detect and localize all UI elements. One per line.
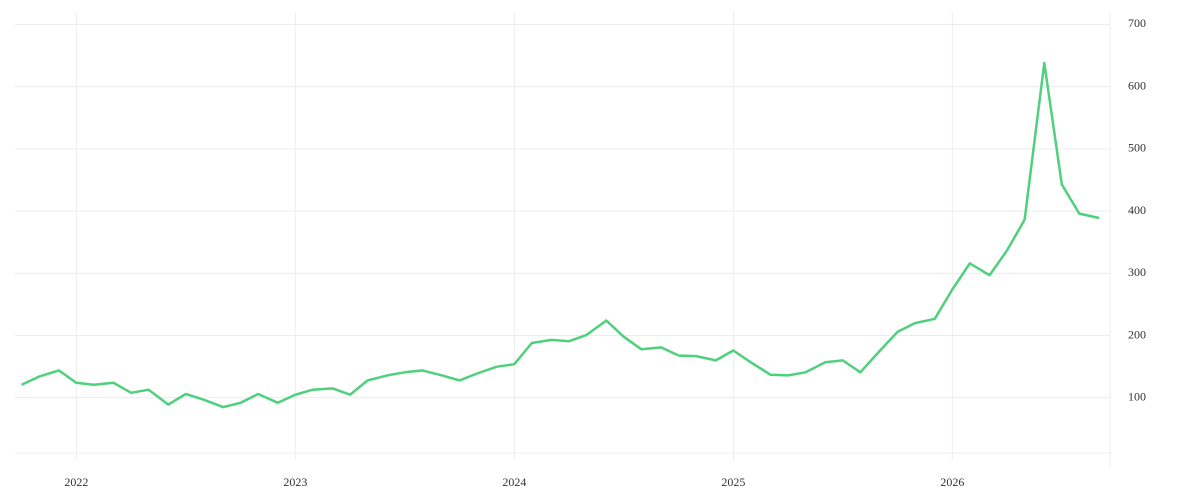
y-tick-label: 100 [1128,390,1146,404]
y-tick-label: 600 [1128,78,1146,92]
x-tick-label: 2025 [721,475,745,489]
x-tick-label: 2026 [940,475,964,489]
data-line [21,61,1100,409]
x-tick-label: 2024 [502,475,526,489]
y-tick-label: 700 [1128,16,1146,30]
y-tick-label: 500 [1128,141,1146,155]
y-tick-label: 400 [1128,203,1146,217]
y-tick-label: 300 [1128,265,1146,279]
y-tick-label: 200 [1128,327,1146,341]
x-tick-label: 2023 [283,475,307,489]
x-tick-label: 2022 [64,475,88,489]
